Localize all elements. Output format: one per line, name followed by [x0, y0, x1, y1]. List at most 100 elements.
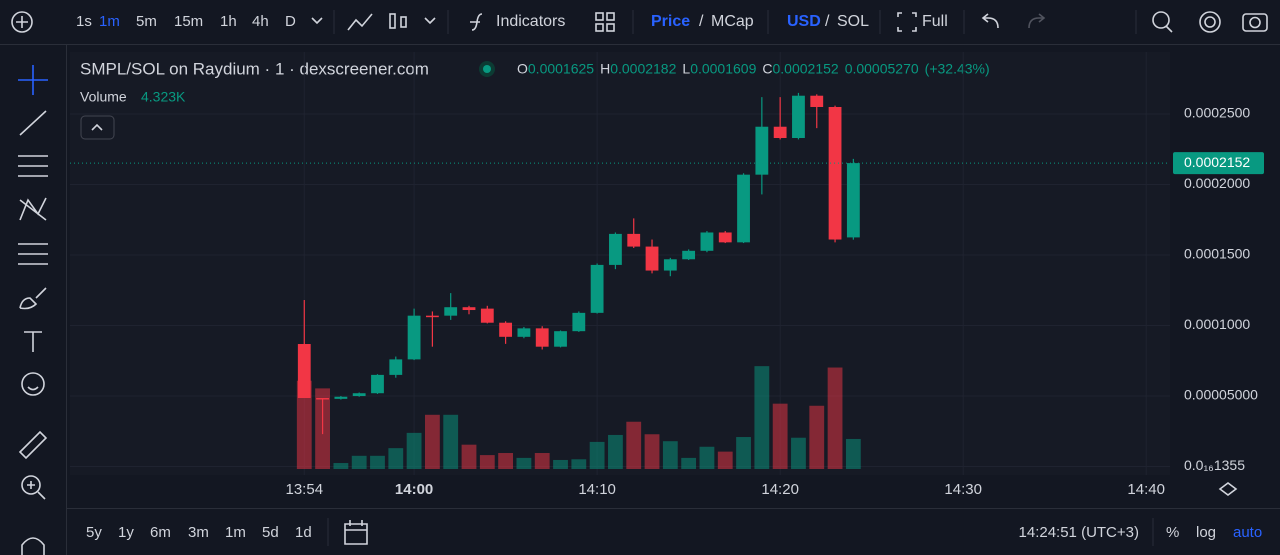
candle-body [297, 344, 311, 399]
candle-body [645, 246, 659, 271]
axis-settings[interactable] [1218, 482, 1238, 496]
y-tick-label: 0.0₁₆1355 [1184, 457, 1245, 473]
undo-icon[interactable] [981, 13, 999, 29]
auto-toggle[interactable]: auto [1233, 524, 1262, 541]
usd-toggle[interactable]: USD [787, 13, 821, 30]
volume-bar [608, 434, 623, 469]
candle-body [663, 259, 677, 271]
last-price-badge [1173, 152, 1264, 175]
ohlc-legend: O 0.0001625 H 0.0002182 L 0.0001609 C 0.0002152… [517, 61, 990, 77]
volume-value: 4.323K [141, 89, 186, 105]
price-toggle[interactable]: Price [651, 13, 690, 30]
volume-bar [498, 453, 514, 469]
candle-body [627, 233, 641, 247]
log-toggle[interactable]: log [1196, 524, 1216, 541]
sol-toggle[interactable]: SOL [837, 13, 869, 30]
text-tool[interactable] [24, 331, 42, 352]
volume-bar [736, 437, 751, 469]
layout-icon[interactable] [595, 12, 604, 21]
ohlc-value: 0.0001625 [528, 61, 594, 77]
volume-bar [772, 403, 788, 469]
volume-bar [571, 459, 587, 469]
range[interactable]: 5y [86, 524, 102, 541]
volume-bar [699, 446, 715, 469]
pattern-tool[interactable] [19, 197, 47, 221]
range[interactable]: 1d [295, 524, 312, 541]
candle-body [389, 359, 403, 375]
ohlc-value: 0.0001609 [690, 61, 756, 77]
interval[interactable]: 5m [136, 13, 157, 30]
collapse-button[interactable] [80, 115, 115, 140]
interval[interactable]: 1m [99, 13, 120, 30]
interval[interactable]: 1s [76, 13, 92, 30]
zoom-tool[interactable] [21, 475, 41, 495]
candle-icon[interactable] [389, 13, 396, 29]
volume-bar [333, 463, 349, 469]
brush-tool[interactable] [19, 287, 47, 310]
volume-bar [351, 455, 367, 469]
trend-tool[interactable] [19, 110, 47, 136]
candle-body [828, 106, 842, 240]
x-tick-label: 14:20 [761, 481, 799, 498]
volume-bar [845, 438, 861, 469]
candle-body [462, 307, 476, 311]
volume-bar [662, 441, 678, 469]
settings-icon[interactable] [1204, 16, 1216, 28]
full-icon[interactable] [897, 12, 917, 32]
volume-bar [717, 451, 733, 469]
candle-body [407, 315, 421, 360]
range[interactable]: 5d [262, 524, 279, 541]
line-icon[interactable] [347, 13, 373, 31]
interval[interactable]: D [285, 13, 296, 30]
candle-body [572, 312, 586, 332]
volume-bar [388, 448, 404, 469]
range[interactable]: 3m [188, 524, 209, 541]
ruler-tool[interactable] [18, 430, 48, 460]
x-tick-label: 14:10 [578, 481, 616, 498]
candle-body [444, 307, 458, 316]
range[interactable]: 1m [225, 524, 246, 541]
add-icon[interactable] [11, 11, 33, 33]
ohlc-key: O [517, 61, 528, 77]
left-tools [18, 65, 1238, 555]
candle-body [737, 174, 750, 243]
chevron[interactable] [424, 17, 436, 25]
candle-body [352, 393, 366, 397]
full-button[interactable]: Full [922, 13, 948, 30]
volume-bar [626, 421, 642, 469]
candle-body [846, 163, 860, 238]
calendar-icon[interactable] [344, 520, 368, 545]
y-tick-label: 0.0002500 [1184, 105, 1250, 121]
mcap-toggle[interactable]: MCap [711, 13, 754, 30]
volume-bar [479, 455, 495, 469]
top-icons [11, 11, 1268, 33]
last-price-label: 0.0002152 [1184, 154, 1250, 170]
ohlc-value: 0.0002182 [610, 61, 676, 77]
range[interactable]: 6m [150, 524, 171, 541]
fib-tool[interactable] [18, 155, 48, 177]
separators [327, 10, 1154, 546]
prediction-tool[interactable] [18, 243, 48, 265]
ohlc-value: 0.00005270 [845, 61, 919, 77]
fx-icon[interactable] [470, 13, 483, 31]
candle-body [517, 328, 531, 337]
alert-icon[interactable] [1152, 11, 1170, 29]
volume-bar [370, 455, 385, 469]
x-tick-label: 14:00 [395, 481, 433, 498]
slash: / [699, 13, 704, 30]
volume-bar [461, 444, 477, 469]
indicators-button[interactable]: Indicators [496, 13, 565, 30]
volume-bar [827, 367, 843, 469]
candle-body [773, 126, 787, 139]
camera-icon[interactable] [1242, 13, 1268, 32]
crosshair-tool[interactable] [18, 65, 48, 95]
interval[interactable]: 4h [252, 13, 269, 30]
interval[interactable]: 15m [174, 13, 203, 30]
magnet-tool[interactable] [21, 537, 45, 555]
volume-bar [681, 457, 697, 469]
range[interactable]: 1y [118, 524, 134, 541]
emoji-tool[interactable] [21, 372, 45, 396]
percent-toggle[interactable]: % [1166, 524, 1179, 541]
chevron[interactable] [311, 17, 323, 25]
interval[interactable]: 1h [220, 13, 237, 30]
